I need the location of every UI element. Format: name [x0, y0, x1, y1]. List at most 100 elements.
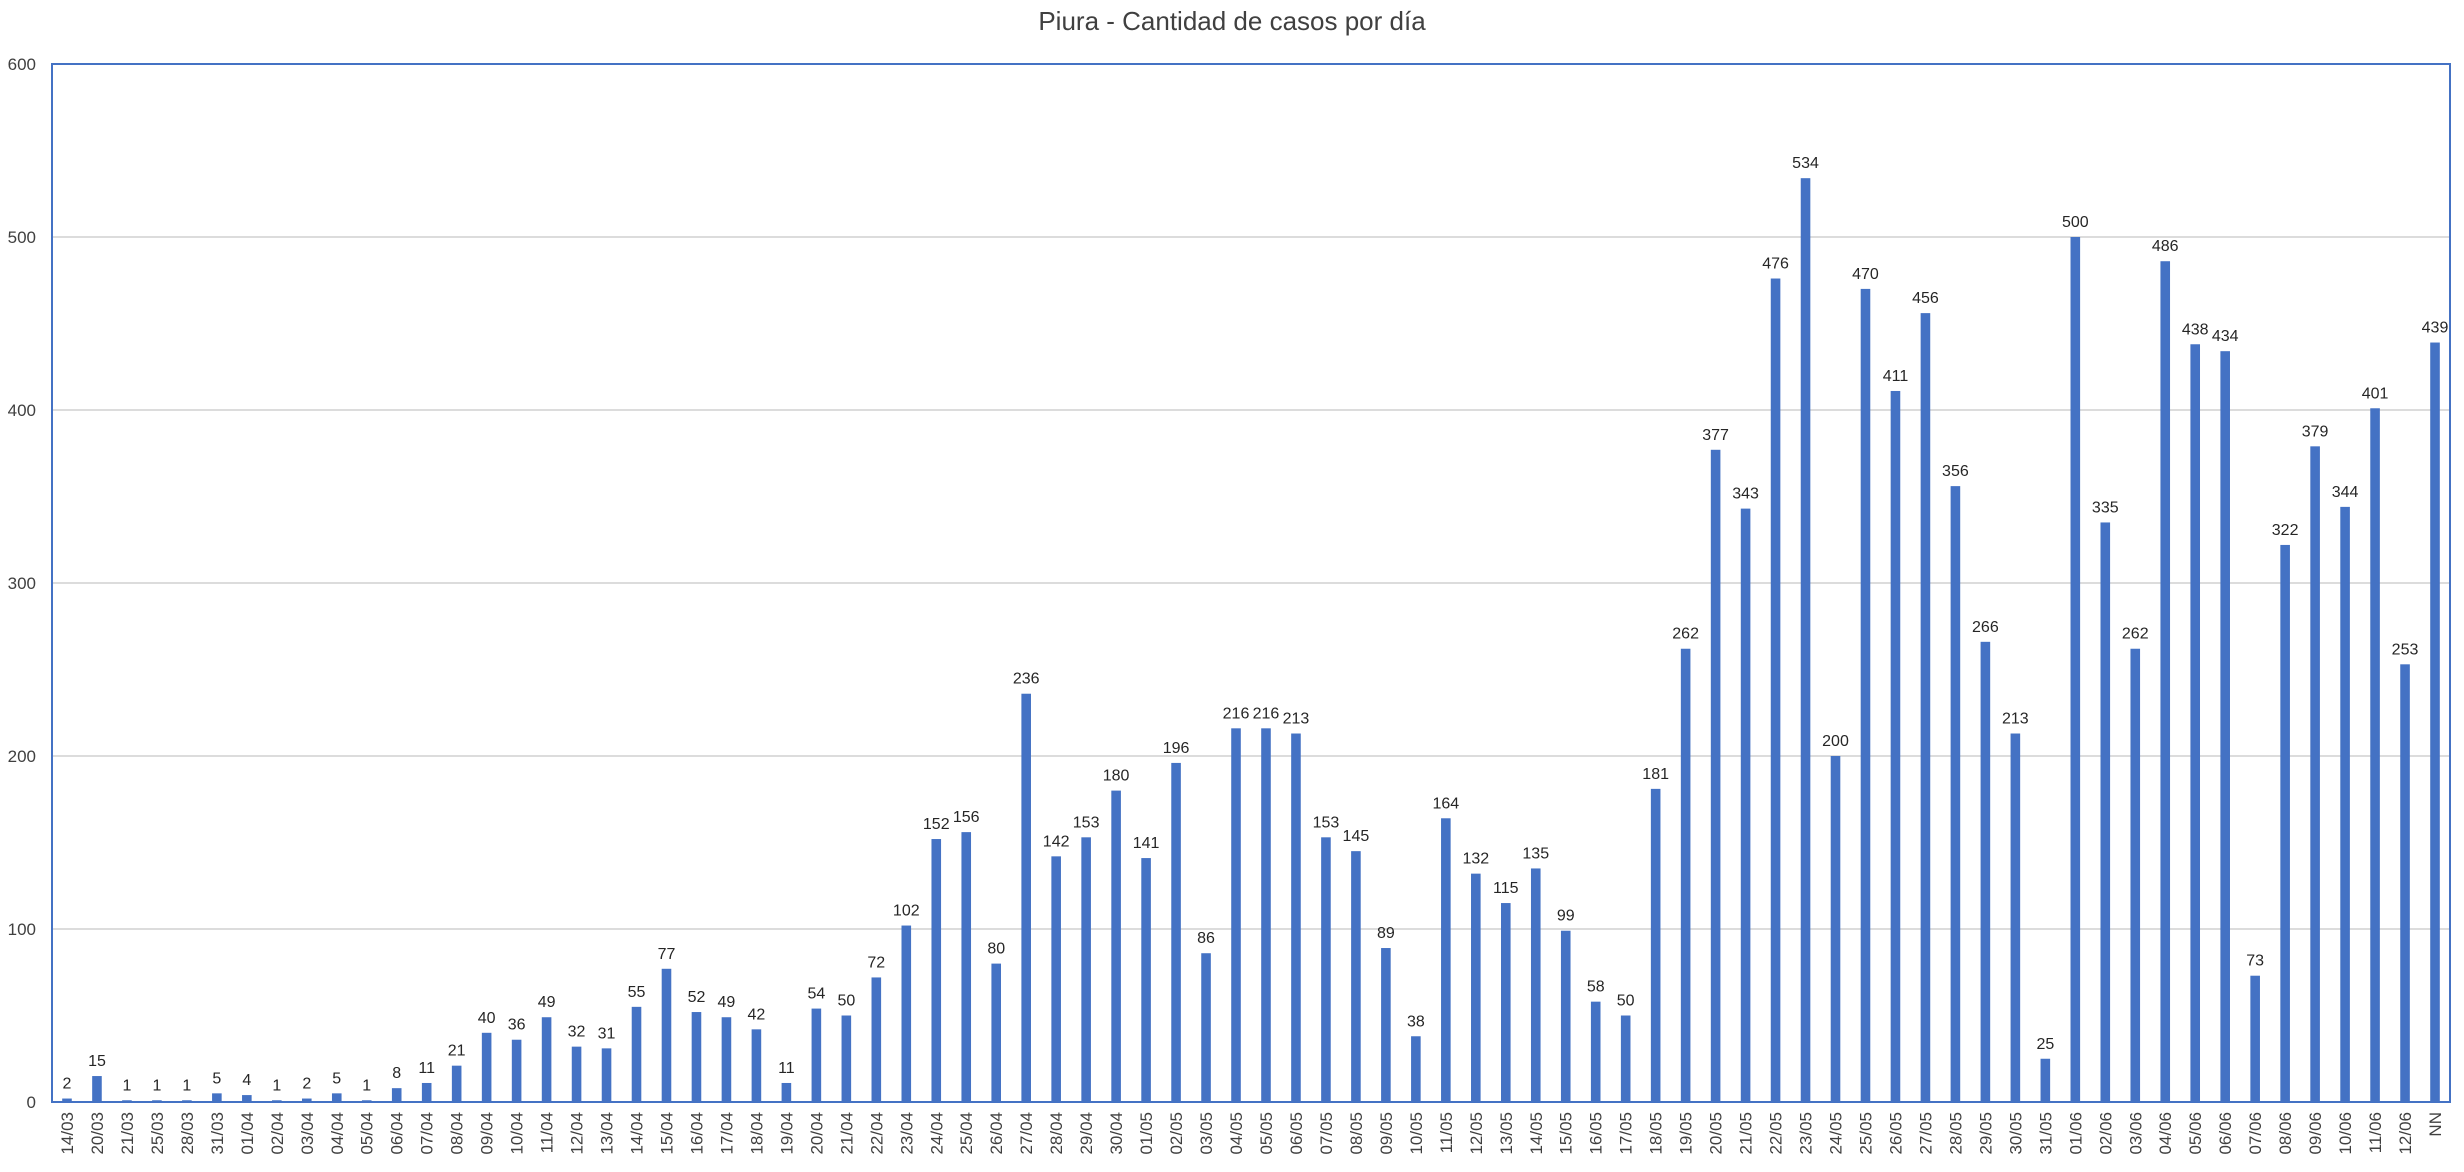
data-label: 196 — [1163, 740, 1190, 757]
data-label: 4 — [242, 1072, 251, 1089]
y-tick-label: 400 — [8, 401, 36, 420]
data-label: 32 — [568, 1024, 586, 1041]
x-tick-label: 10/05 — [1407, 1112, 1426, 1155]
bar — [182, 1100, 192, 1102]
bar — [2220, 351, 2230, 1102]
data-label: 2 — [63, 1076, 72, 1093]
x-tick-label: 01/05 — [1137, 1112, 1156, 1155]
x-tick-label: 11/06 — [2366, 1112, 2385, 1153]
bar — [661, 968, 672, 1102]
data-label: 322 — [2272, 522, 2299, 539]
bar — [451, 1065, 462, 1102]
data-label: 377 — [1702, 427, 1729, 444]
bar — [122, 1100, 132, 1102]
bar — [1590, 1001, 1601, 1102]
bar — [841, 1015, 852, 1102]
x-tick-label: 21/05 — [1737, 1112, 1756, 1155]
data-label: 164 — [1432, 795, 1459, 812]
bar — [601, 1048, 612, 1102]
x-tick-label: 17/05 — [1617, 1112, 1636, 1155]
data-label: 11 — [418, 1060, 435, 1077]
data-label: 486 — [2152, 238, 2179, 255]
y-axis: 0 100 200 300 400 500 600 — [8, 55, 36, 1112]
bar — [871, 977, 882, 1102]
x-tick-label: 08/06 — [2276, 1112, 2295, 1155]
x-tick-label: 22/05 — [1767, 1112, 1786, 1155]
data-label: 180 — [1103, 768, 1130, 785]
bar — [811, 1008, 822, 1102]
data-label: 213 — [2002, 711, 2029, 728]
data-label: 40 — [478, 1010, 496, 1027]
x-tick-label: 29/05 — [1976, 1112, 1995, 1155]
data-label: 153 — [1313, 814, 1340, 831]
data-label: 236 — [1013, 671, 1040, 688]
bar — [1261, 728, 1271, 1102]
x-tick-label: 16/05 — [1587, 1112, 1606, 1155]
x-tick-label: 03/04 — [298, 1112, 317, 1155]
bar — [1980, 641, 1991, 1102]
x-tick-label: 20/03 — [88, 1112, 107, 1155]
bar — [2370, 408, 2380, 1102]
x-tick-label: 05/04 — [358, 1112, 377, 1155]
bar — [1291, 733, 1301, 1102]
bar — [272, 1100, 282, 1102]
x-tick-label: 25/03 — [148, 1112, 167, 1155]
data-label: 379 — [2302, 423, 2329, 440]
x-axis: 14/03 20/03 21/03 25/03 28/03 31/03 01/04 02/04… — [58, 1112, 2445, 1155]
y-tick-label: 500 — [8, 228, 36, 247]
x-tick-label: 09/04 — [478, 1112, 497, 1155]
x-tick-label: 23/05 — [1797, 1112, 1816, 1155]
x-tick-label: 31/03 — [208, 1112, 227, 1155]
data-label: 142 — [1043, 833, 1070, 850]
data-label: 58 — [1587, 979, 1605, 996]
bar — [481, 1032, 492, 1102]
bar — [2100, 522, 2111, 1102]
data-label: 55 — [628, 984, 646, 1001]
data-label: 216 — [1253, 705, 1280, 722]
data-label: 1 — [122, 1077, 131, 1094]
bar — [1231, 728, 1241, 1102]
x-tick-label: 28/05 — [1946, 1112, 1965, 1155]
bar — [1141, 858, 1151, 1102]
x-tick-label: 24/05 — [1827, 1112, 1846, 1155]
bar — [511, 1039, 522, 1102]
data-label: 181 — [1642, 766, 1669, 783]
data-label: 8 — [392, 1065, 401, 1082]
data-label: 31 — [598, 1025, 616, 1042]
data-label: 1 — [182, 1077, 191, 1094]
bar — [2400, 664, 2410, 1102]
x-tick-label: 03/06 — [2126, 1112, 2145, 1155]
data-label: 534 — [1792, 155, 1819, 172]
bar — [391, 1088, 402, 1102]
x-tick-label: 17/04 — [717, 1112, 736, 1155]
data-label: 411 — [1883, 368, 1909, 385]
bar — [2070, 237, 2081, 1102]
bar — [751, 1029, 762, 1102]
bar — [2430, 342, 2440, 1102]
x-tick-label: 12/04 — [568, 1112, 587, 1155]
data-label: 1 — [152, 1077, 161, 1094]
data-label: 72 — [867, 954, 885, 971]
bar — [152, 1100, 162, 1102]
bar — [1830, 756, 1841, 1102]
x-tick-label: 05/05 — [1257, 1112, 1276, 1155]
bar — [1860, 288, 1871, 1102]
x-tick-label: 28/03 — [178, 1112, 197, 1155]
x-tick-label: 26/04 — [987, 1112, 1006, 1155]
bar — [2160, 261, 2171, 1103]
data-label: 476 — [1762, 256, 1789, 273]
data-label: 21 — [448, 1043, 466, 1060]
bar — [1920, 313, 1931, 1102]
bar — [961, 832, 972, 1102]
data-label: 49 — [538, 994, 556, 1011]
x-tick-label: 21/03 — [118, 1112, 137, 1155]
data-label: 99 — [1557, 908, 1575, 925]
data-label: 356 — [1942, 463, 1969, 480]
bar — [2340, 506, 2350, 1102]
bar — [1081, 837, 1091, 1102]
x-tick-label: 11/04 — [538, 1112, 557, 1153]
bar — [301, 1098, 312, 1102]
bar — [991, 963, 1002, 1102]
